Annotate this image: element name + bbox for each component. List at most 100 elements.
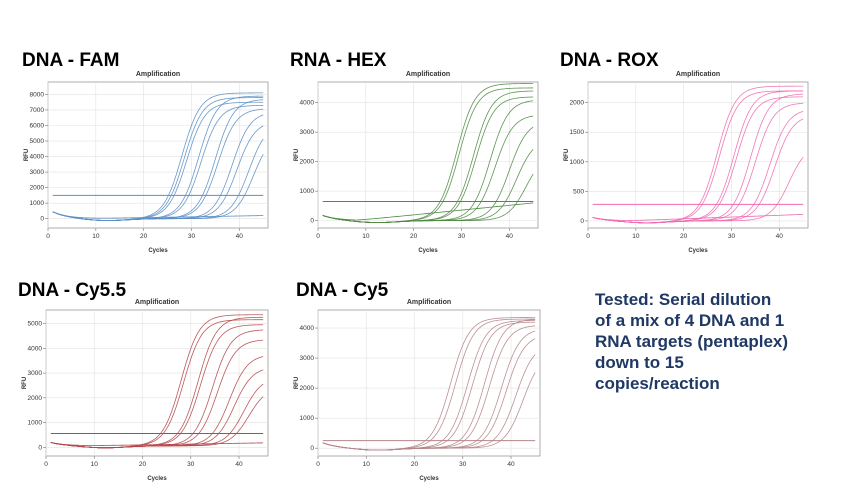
- chart-heading-cy55: DNA - Cy5.5: [18, 280, 127, 301]
- x-tick-label: 0: [46, 233, 50, 240]
- y-tick-label: 0: [310, 445, 314, 452]
- x-axis-label: Cycles: [419, 476, 439, 482]
- x-tick-label: 30: [187, 461, 195, 468]
- x-tick-label: 40: [235, 461, 243, 468]
- x-tick-label: 10: [92, 233, 100, 240]
- chart-heading-hex: RNA - HEX: [290, 50, 387, 71]
- x-tick-label: 0: [44, 461, 48, 468]
- x-tick-label: 20: [139, 461, 147, 468]
- x-axis-label: Cycles: [148, 248, 168, 254]
- note-line: down to 15: [595, 353, 684, 372]
- chart-title: Amplification: [135, 299, 179, 306]
- x-tick-label: 20: [680, 233, 688, 240]
- y-tick-label: 8000: [30, 91, 45, 98]
- amplification-curve: [592, 156, 804, 224]
- amplification-chart-fam: Amplification Cycles RFU 0 10 20 30 40 0 1000 2000…: [24, 71, 269, 254]
- curves-group: [592, 85, 804, 224]
- y-tick-label: 7000: [30, 107, 45, 114]
- y-tick-label: 0: [38, 444, 42, 451]
- amplification-curve: [50, 396, 264, 449]
- plot-area: [317, 81, 539, 229]
- curves-group: [322, 83, 534, 223]
- flat-curve: [322, 202, 534, 221]
- plot-area: [47, 81, 269, 229]
- chart-panel-hex: Amplification Cycles RFU 0 10 20 30 40 0 1000 2000…: [292, 70, 542, 258]
- y-axis-label: RFU: [294, 149, 300, 161]
- y-tick-label: 4000: [300, 100, 315, 107]
- x-tick-label: 40: [506, 233, 514, 240]
- chart-title: Amplification: [407, 299, 451, 306]
- test-description: Tested: Serial dilution of a mix of 4 DN…: [595, 289, 835, 394]
- y-tick-label: 1000: [570, 159, 585, 166]
- note-line: copies/reaction: [595, 374, 720, 393]
- y-tick-label: 0: [580, 218, 584, 225]
- x-tick-label: 30: [458, 233, 466, 240]
- curves-group: [322, 317, 536, 451]
- chart-title: Amplification: [676, 71, 720, 78]
- y-tick-label: 2000: [28, 395, 43, 402]
- y-tick-label: 1500: [570, 129, 585, 136]
- chart-panel-fam: Amplification Cycles RFU 0 10 20 30 40 0 1000 2000…: [22, 70, 272, 258]
- y-tick-label: 5000: [28, 321, 43, 328]
- x-tick-label: 40: [507, 461, 515, 468]
- amplification-chart-cy55: Amplification Cycles RFU 0 10 20 30 40 0 1000 2000…: [22, 299, 269, 482]
- x-tick-label: 10: [91, 461, 99, 468]
- note-line: Tested: Serial dilution: [595, 290, 772, 309]
- chart-heading-fam: DNA - FAM: [22, 50, 120, 71]
- y-tick-label: 2000: [30, 185, 45, 192]
- x-tick-label: 40: [776, 233, 784, 240]
- amplification-chart-hex: Amplification Cycles RFU 0 10 20 30 40 0 1000 2000…: [294, 71, 539, 254]
- y-tick-label: 2000: [300, 385, 315, 392]
- plot-area: [45, 309, 269, 457]
- y-axis-label: RFU: [24, 149, 30, 161]
- flat-curve: [50, 441, 264, 446]
- chart-panel-rox: Amplification Cycles RFU 0 10 20 30 40 0 500 1000 1…: [562, 70, 812, 258]
- x-axis-label: Cycles: [688, 248, 708, 254]
- y-tick-label: 1000: [30, 200, 45, 207]
- y-axis-label: RFU: [22, 377, 28, 389]
- y-tick-label: 2000: [300, 159, 315, 166]
- y-tick-label: 1000: [300, 188, 315, 195]
- y-tick-label: 4000: [300, 325, 315, 332]
- x-tick-label: 0: [316, 461, 320, 468]
- x-tick-label: 10: [363, 461, 371, 468]
- x-tick-label: 30: [728, 233, 736, 240]
- y-tick-label: 1000: [28, 420, 43, 427]
- chart-title: Amplification: [136, 71, 180, 78]
- x-tick-label: 10: [362, 233, 370, 240]
- x-tick-label: 20: [410, 233, 418, 240]
- chart-heading-rox: DNA - ROX: [560, 50, 659, 71]
- y-tick-label: 6000: [30, 122, 45, 129]
- y-tick-label: 3000: [300, 129, 315, 136]
- flat-curve: [592, 214, 804, 221]
- chart-title: Amplification: [406, 71, 450, 78]
- x-tick-label: 40: [236, 233, 244, 240]
- y-tick-label: 500: [573, 188, 584, 195]
- x-tick-label: 0: [586, 233, 590, 240]
- y-tick-label: 3000: [300, 355, 315, 362]
- x-tick-label: 20: [411, 461, 419, 468]
- y-axis-label: RFU: [564, 149, 570, 161]
- amplification-curve: [322, 173, 534, 223]
- y-tick-label: 2000: [570, 100, 585, 107]
- curves-group: [50, 314, 264, 449]
- y-tick-label: 3000: [30, 169, 45, 176]
- note-line: of a mix of 4 DNA and 1: [595, 311, 785, 330]
- amplification-curve: [322, 372, 536, 451]
- y-axis-label: RFU: [294, 377, 300, 389]
- x-tick-label: 20: [140, 233, 148, 240]
- plot-area: [587, 81, 809, 229]
- amplification-curve: [52, 154, 264, 221]
- y-tick-label: 5000: [30, 138, 45, 145]
- x-axis-label: Cycles: [147, 476, 167, 482]
- chart-heading-cy5: DNA - Cy5: [296, 280, 389, 301]
- y-tick-label: 4000: [28, 345, 43, 352]
- flat-curve: [52, 211, 264, 219]
- x-tick-label: 30: [188, 233, 196, 240]
- chart-panel-cy55: Amplification Cycles RFU 0 10 20 30 40 0 1000 2000…: [20, 298, 272, 486]
- y-tick-label: 4000: [30, 154, 45, 161]
- y-tick-label: 0: [310, 218, 314, 225]
- x-axis-label: Cycles: [418, 248, 438, 254]
- x-tick-label: 10: [632, 233, 640, 240]
- amplification-chart-cy5: Amplification Cycles RFU 0 10 20 30 40 0 1000 2000…: [294, 299, 541, 482]
